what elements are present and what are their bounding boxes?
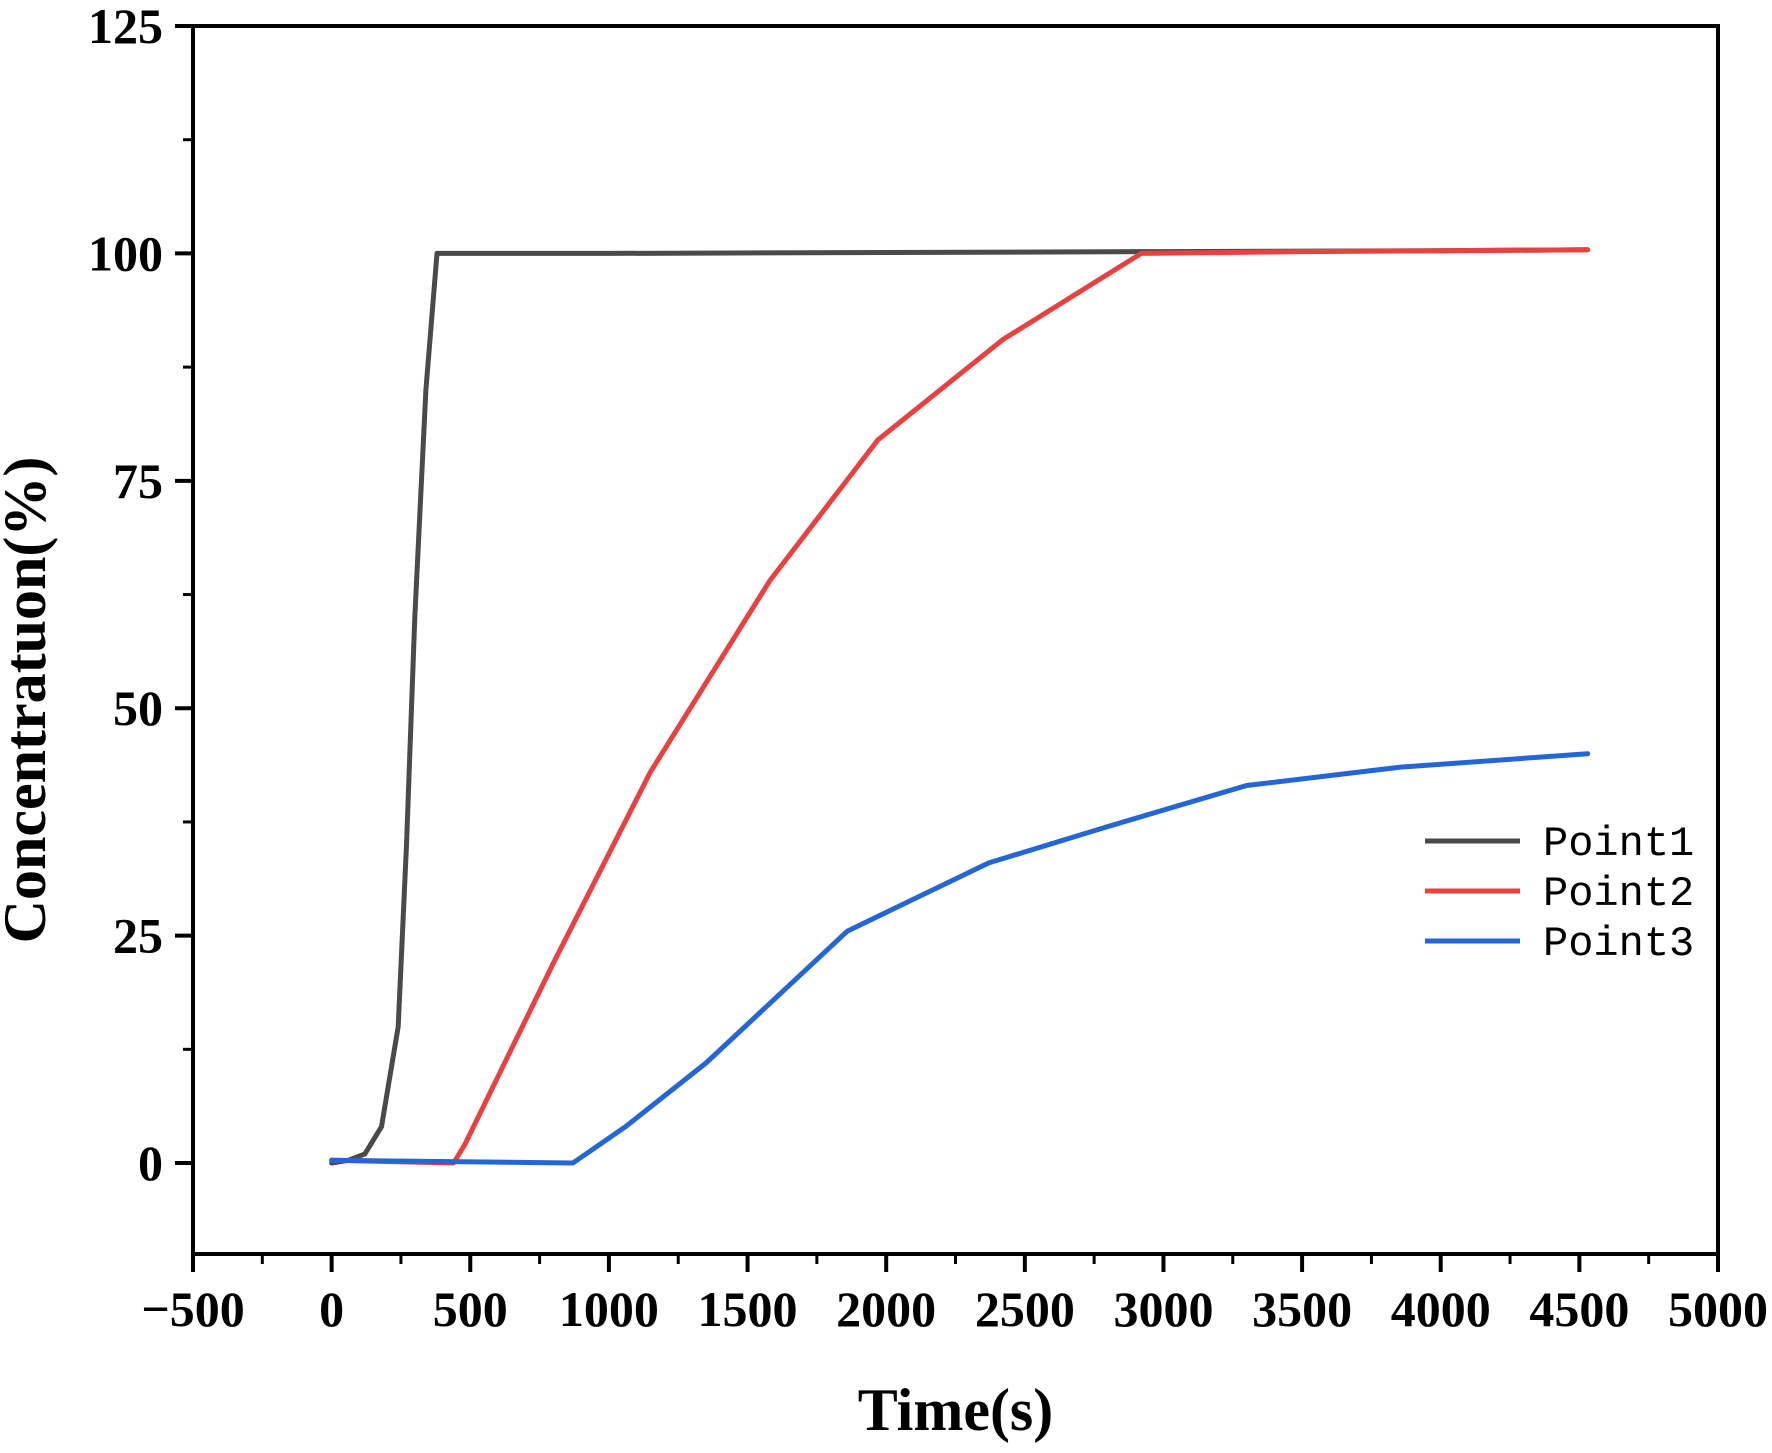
y-tick-label: 75 <box>113 453 163 509</box>
legend-label: Point3 <box>1543 920 1694 968</box>
x-tick-label: 1000 <box>559 1281 659 1337</box>
x-tick-label: 3000 <box>1113 1281 1213 1337</box>
legend-label: Point1 <box>1543 820 1694 868</box>
x-tick-label: 4000 <box>1391 1281 1491 1337</box>
legend-item-point2: Point2 <box>1425 870 1694 918</box>
y-axis-title: Concentratuon(%) <box>0 457 58 944</box>
y-tick-label: 50 <box>113 680 163 736</box>
series-line-point3 <box>329 751 1591 1166</box>
y-tick-label: 125 <box>88 0 163 54</box>
x-tick-label: 4500 <box>1529 1281 1629 1337</box>
axes: −500 0 500 1000 1500 2000 2500 3000 3500 4000 4500… <box>88 0 1768 1337</box>
x-tick-label: −500 <box>141 1281 245 1337</box>
legend-label: Point2 <box>1543 870 1694 918</box>
x-tick-label: 5000 <box>1668 1281 1768 1337</box>
x-tick-label: 3500 <box>1252 1281 1352 1337</box>
x-tick-label: 2500 <box>975 1281 1075 1337</box>
legend-item-point1: Point1 <box>1425 820 1694 868</box>
series-layer <box>329 247 1591 1166</box>
y-tick-label: 100 <box>88 225 163 281</box>
x-tick-label: 1500 <box>698 1281 798 1337</box>
x-tick-label: 500 <box>433 1281 508 1337</box>
x-axis-title: Time(s) <box>858 1377 1054 1443</box>
y-tick-label: 0 <box>138 1135 163 1191</box>
x-tick-label: 2000 <box>836 1281 936 1337</box>
plot-frame <box>191 24 1720 1256</box>
legend-item-point3: Point3 <box>1425 920 1694 968</box>
series-line-point2 <box>329 247 1591 1166</box>
x-tick-label: 0 <box>319 1281 344 1337</box>
y-tick-label: 25 <box>113 908 163 964</box>
series-line-point1 <box>329 247 1591 1166</box>
